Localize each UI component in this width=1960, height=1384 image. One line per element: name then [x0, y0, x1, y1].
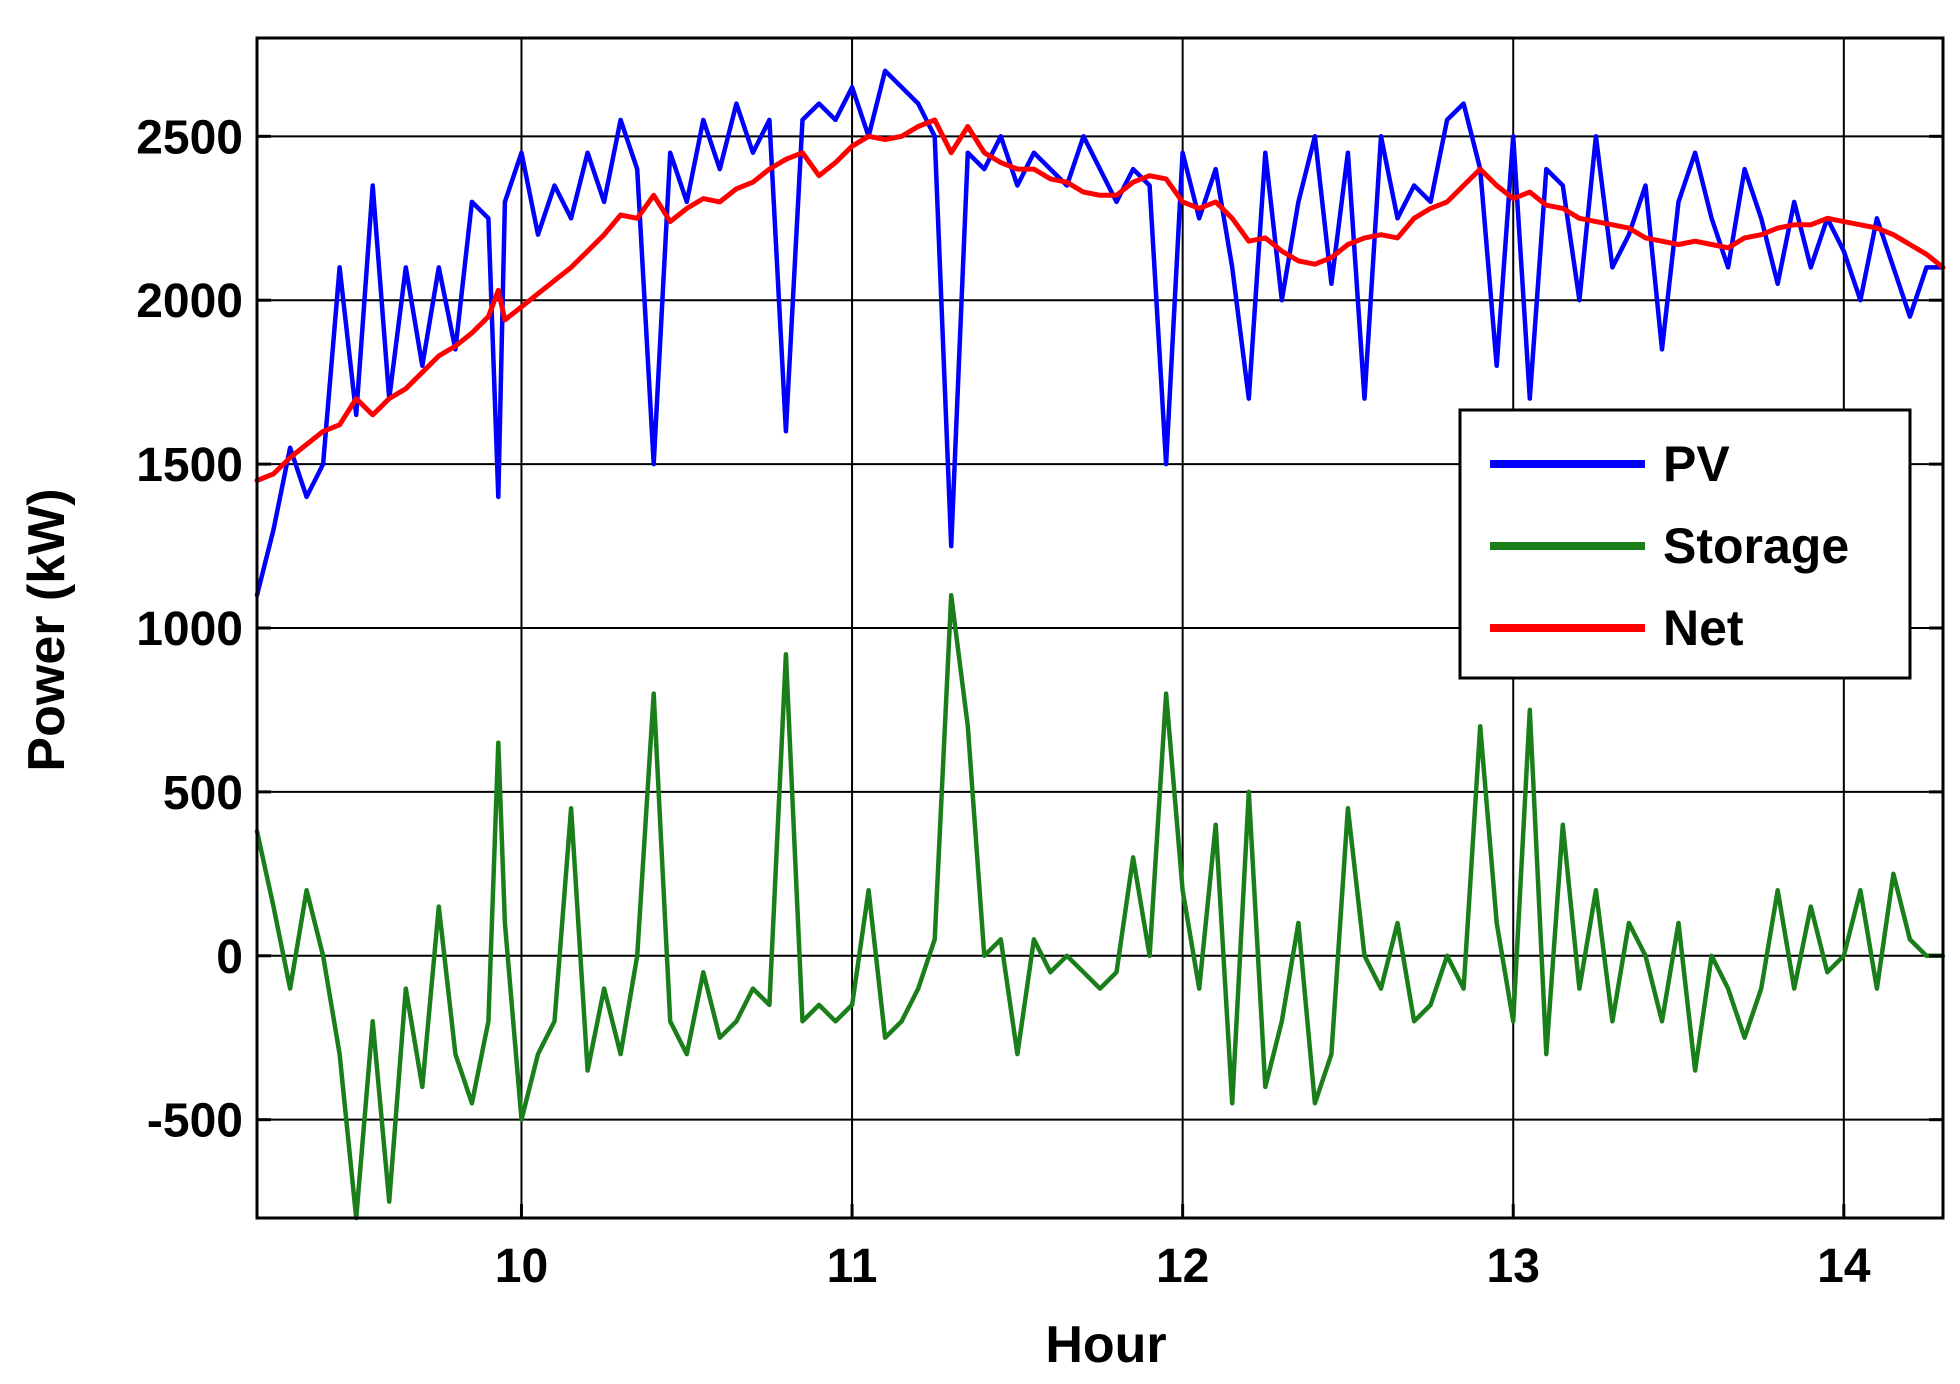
- x-axis-title: Hour: [1045, 1316, 1166, 1374]
- x-tick-label: 13: [1487, 1240, 1540, 1293]
- y-tick-label: 0: [216, 931, 243, 984]
- y-axis-title: Power (kW): [18, 488, 76, 771]
- legend-label-net: Net: [1663, 600, 1744, 656]
- x-tick-label: 10: [495, 1240, 548, 1293]
- y-tick-label: 1000: [136, 603, 243, 656]
- legend-label-pv: PV: [1663, 436, 1730, 492]
- x-tick-label: 11: [827, 1240, 878, 1293]
- y-tick-label: 500: [163, 767, 243, 820]
- y-tick-label: -500: [147, 1095, 243, 1148]
- y-tick-label: 2500: [136, 111, 243, 164]
- legend: PV Storage Net: [1458, 408, 1912, 680]
- series-line-storage: [254, 592, 1946, 1221]
- x-tick-label: 12: [1156, 1240, 1209, 1293]
- series-line-net: [254, 117, 1946, 483]
- series-line-pv: [254, 68, 1946, 598]
- legend-label-storage: Storage: [1663, 518, 1849, 574]
- y-tick-label: 2000: [136, 275, 243, 328]
- y-tick-label: 1500: [136, 439, 243, 492]
- x-tick-label: 14: [1817, 1240, 1871, 1293]
